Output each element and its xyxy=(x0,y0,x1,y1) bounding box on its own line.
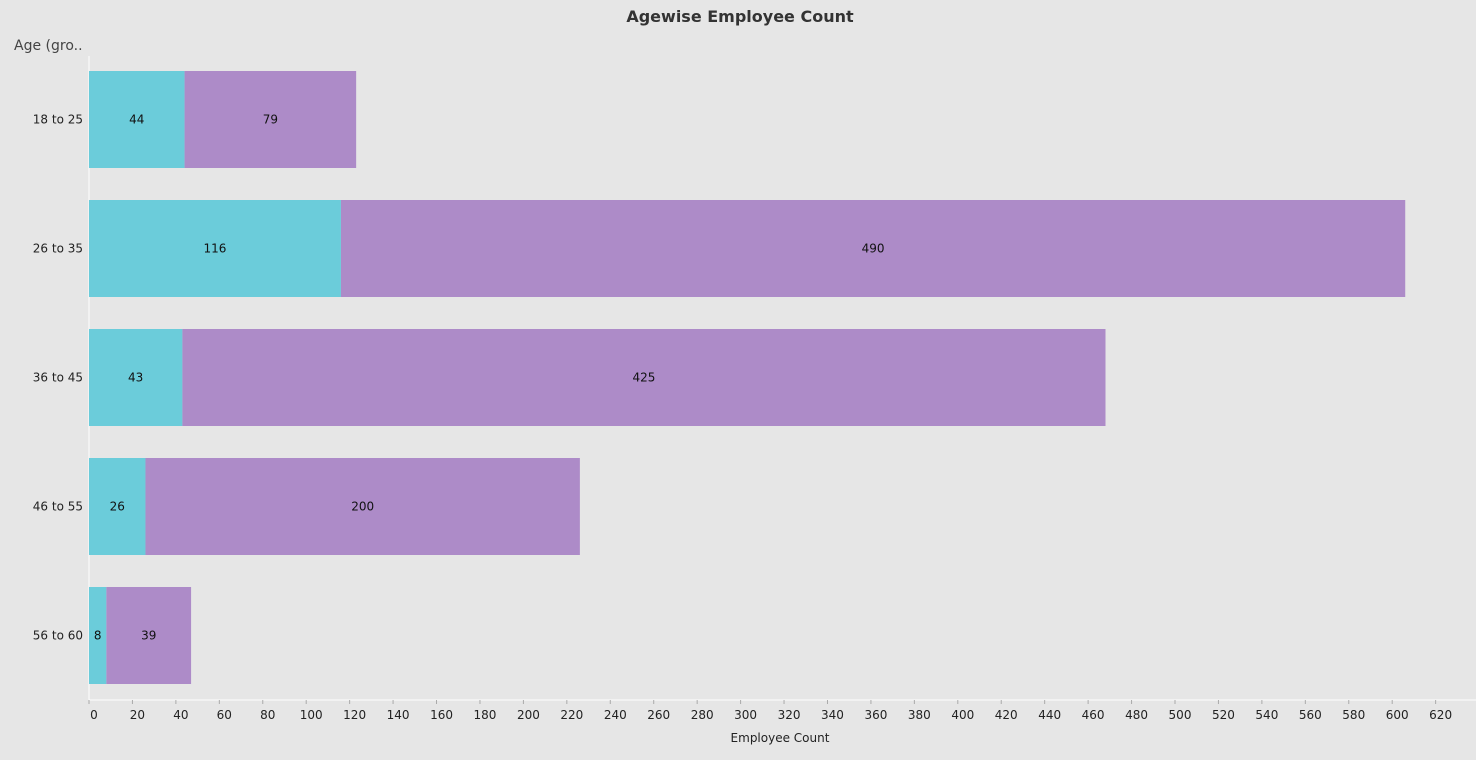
bar-segment-series-1[interactable] xyxy=(89,71,185,168)
bar-segment-series-2[interactable] xyxy=(145,458,580,555)
x-tick-label: 180 xyxy=(474,708,497,722)
x-tick-label: 0 xyxy=(90,708,98,722)
x-tick-label: 600 xyxy=(1386,708,1409,722)
category-label: 46 to 55 xyxy=(33,500,83,514)
x-axis-label: Employee Count xyxy=(731,731,830,745)
bar-segment-series-2[interactable] xyxy=(184,71,357,168)
x-tick-label: 300 xyxy=(734,708,757,722)
category-label: 18 to 25 xyxy=(33,113,83,127)
data-label: 490 xyxy=(862,242,885,256)
x-tick-label: 480 xyxy=(1125,708,1148,722)
data-label: 425 xyxy=(632,371,655,385)
bar-segment-series-1[interactable] xyxy=(89,587,107,684)
x-tick-label: 620 xyxy=(1429,708,1452,722)
x-tick-label: 60 xyxy=(217,708,232,722)
x-tick-label: 360 xyxy=(864,708,887,722)
data-label: 39 xyxy=(141,629,156,643)
bar-segment-series-2[interactable] xyxy=(106,587,192,684)
x-tick-label: 140 xyxy=(387,708,410,722)
category-label: 36 to 45 xyxy=(33,371,83,385)
x-tick-label: 580 xyxy=(1342,708,1365,722)
x-tick-label: 40 xyxy=(173,708,188,722)
data-label: 43 xyxy=(128,371,143,385)
data-label: 8 xyxy=(94,629,102,643)
category-label: 26 to 35 xyxy=(33,242,83,256)
x-axis: 0 20 40 60 80 100 120 140 160 180 200 220 240 260 280 3… xyxy=(88,699,1476,722)
x-tick-label: 380 xyxy=(908,708,931,722)
x-tick-label: 440 xyxy=(1038,708,1061,722)
bar-segment-series-1[interactable] xyxy=(89,200,341,297)
data-label: 26 xyxy=(110,500,125,514)
x-tick-label: 280 xyxy=(691,708,714,722)
plot-area: 18 to 25 44 79 26 to 35 116 490 36 to 45 43 425 4… xyxy=(33,56,1406,700)
data-label: 116 xyxy=(204,242,227,256)
data-label: 200 xyxy=(351,500,374,514)
category-label: 56 to 60 xyxy=(33,629,83,643)
x-tick-label: 500 xyxy=(1169,708,1192,722)
x-tick-label: 320 xyxy=(778,708,801,722)
bar-segment-series-2[interactable] xyxy=(340,200,1406,297)
x-tick-label: 200 xyxy=(517,708,540,722)
x-tick-label: 260 xyxy=(647,708,670,722)
x-tick-label: 220 xyxy=(560,708,583,722)
x-tick-label: 420 xyxy=(995,708,1018,722)
x-tick-label: 560 xyxy=(1299,708,1322,722)
x-tick-label: 460 xyxy=(1082,708,1105,722)
x-tick-label: 160 xyxy=(430,708,453,722)
data-label: 44 xyxy=(129,113,144,127)
x-tick-label: 240 xyxy=(604,708,627,722)
x-tick-label: 540 xyxy=(1255,708,1278,722)
x-tick-label: 340 xyxy=(821,708,844,722)
x-tick-label: 20 xyxy=(130,708,145,722)
data-label: 79 xyxy=(263,113,278,127)
chart-title: Agewise Employee Count xyxy=(626,7,854,26)
bar-segment-series-2[interactable] xyxy=(182,329,1106,426)
x-tick-label: 80 xyxy=(260,708,275,722)
x-tick-label: 120 xyxy=(343,708,366,722)
x-tick-label: 100 xyxy=(300,708,323,722)
x-tick-label: 520 xyxy=(1212,708,1235,722)
row-header: Age (gro.. xyxy=(14,38,83,54)
bar-segment-series-1[interactable] xyxy=(89,458,146,555)
x-tick-label: 400 xyxy=(951,708,974,722)
bar-segment-series-1[interactable] xyxy=(89,329,183,426)
